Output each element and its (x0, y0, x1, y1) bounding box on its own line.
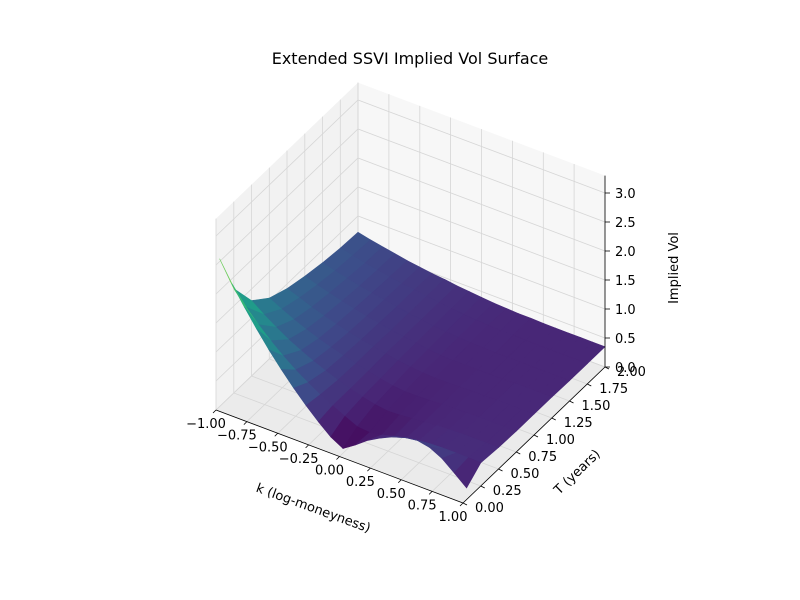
z-tick-label: 2.0 (615, 245, 636, 260)
y-tick-label: 1.00 (546, 433, 575, 448)
y-tick-mark (480, 485, 485, 489)
surface-mesh (219, 231, 606, 489)
x-tick-mark (305, 444, 309, 449)
x-tick-mark (336, 456, 340, 460)
x-tick-mark (212, 409, 217, 414)
y-tick-label: 2.00 (617, 365, 646, 380)
y-tick-mark (569, 400, 574, 404)
grid-line-z (215, 128, 606, 266)
x-tick-label: 1.00 (439, 510, 468, 525)
y-tick-label: 1.50 (582, 399, 611, 414)
x-tick-mark (243, 421, 248, 425)
y-tick-mark (498, 468, 503, 472)
z-tick-label: 0.5 (615, 332, 636, 347)
z-tick-label: 1.5 (615, 274, 636, 289)
y-axis-label: T (years) (551, 447, 604, 499)
grid-line-z (215, 157, 606, 295)
x-tick-mark (428, 491, 433, 495)
grid-line-z (215, 99, 606, 237)
y-tick-label: 0.75 (528, 450, 557, 465)
y-tick-label: 1.75 (599, 382, 628, 397)
x-tick-mark (274, 432, 279, 437)
x-tick-label: 0.50 (377, 487, 406, 502)
x-tick-label: 0.75 (408, 498, 437, 513)
grid-line-z (215, 186, 606, 324)
y-tick-label: 0.00 (475, 501, 504, 516)
y-tick-mark (462, 502, 468, 506)
x-tick-label: −0.25 (279, 452, 319, 467)
y-tick-label: 1.25 (564, 416, 593, 431)
y-tick-label: 0.50 (511, 467, 540, 482)
y-tick-label: 0.25 (493, 484, 522, 499)
z-tick-label: 0.0 (615, 361, 636, 376)
x-tick-label: 0.00 (315, 464, 344, 479)
x-tick-mark (397, 479, 402, 484)
y-tick-mark (533, 434, 539, 438)
y-tick-mark (587, 383, 592, 387)
z-tick-label: 3.0 (615, 187, 636, 202)
z-tick-label: 2.5 (615, 216, 636, 231)
x-tick-mark (459, 502, 464, 507)
x-tick-label: −0.75 (217, 429, 257, 444)
chart-title: Extended SSVI Implied Vol Surface (272, 49, 549, 68)
x-tick-mark (367, 467, 371, 472)
tick-labels: −1.00−0.75−0.50−0.250.000.250.500.751.00… (186, 187, 646, 525)
z-tick-label: 1.0 (615, 303, 636, 318)
x-tick-label: 0.25 (346, 475, 375, 490)
z-axis-label: Implied Vol (667, 232, 682, 304)
y-tick-mark (551, 417, 556, 421)
x-tick-label: −1.00 (186, 417, 226, 432)
y-tick-mark (516, 451, 521, 455)
x-tick-label: −0.50 (248, 440, 288, 455)
surface-quad (453, 457, 482, 489)
